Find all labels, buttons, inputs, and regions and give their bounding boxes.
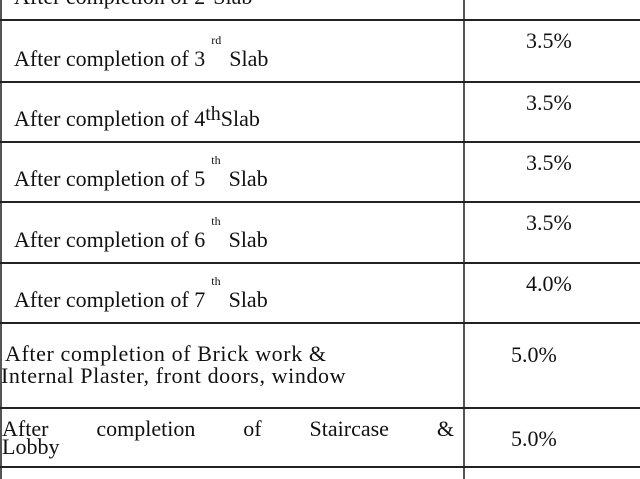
row-value: 5.0% [511, 426, 557, 451]
label-text: After completion of 5 [14, 166, 206, 191]
label-suffix: Slab [228, 166, 268, 191]
row-label: After completion of 3 rd Slab [14, 33, 269, 73]
label-superscript: th [211, 274, 221, 288]
label-superscript: th [211, 153, 221, 167]
row-line [0, 81, 640, 83]
label-text: After completion of 6 [14, 227, 206, 252]
label-text: After completion of 2 [14, 0, 205, 9]
label-text: After completion of 4 [14, 106, 206, 131]
label-suffix: Slab [213, 0, 252, 9]
label-text: After completion of 3 [14, 46, 206, 71]
label-suffix: Slab [229, 46, 269, 71]
row-line [0, 19, 640, 21]
table-border [0, 0, 2, 479]
label-line: After completion of Brick work & [5, 341, 327, 366]
label-superscript: rd [211, 33, 222, 47]
label-line: Lobby [2, 434, 60, 459]
row-line [0, 262, 640, 264]
row-value: 3.5% [526, 90, 572, 115]
row-label: After completion of 5 th Slab [14, 153, 268, 193]
label-text: After completion of 7 [14, 287, 206, 312]
row-line [0, 466, 640, 468]
row-line [0, 201, 640, 203]
row-value: 3.5% [526, 28, 572, 53]
row-line [0, 322, 640, 324]
column-divider [463, 0, 465, 479]
label-suffix: Slab [220, 106, 260, 131]
row-label: After completion of 2 Slab [14, 0, 252, 8]
row-value: 4.0% [526, 271, 572, 296]
row-label: After completion of 6 th Slab [14, 214, 268, 254]
row-label: After completion of 7 th Slab [14, 274, 268, 314]
row-value: 3.5% [526, 150, 572, 175]
label-line: Internal Plaster, front doors, window [1, 363, 347, 388]
row-value: 3.5% [526, 210, 572, 235]
label-suffix: Slab [228, 287, 268, 312]
label-superscript: th [211, 214, 221, 228]
label-superscript: th [205, 103, 221, 125]
label-line: After completion of Staircase & [2, 416, 454, 441]
label-suffix: Slab [228, 227, 268, 252]
row-label: After completion of Staircase & Lobby [2, 416, 454, 459]
row-line [0, 141, 640, 143]
row-value: 5.0% [511, 342, 557, 367]
row-label: After completion of 4thSlab [14, 103, 260, 131]
row-line [0, 407, 640, 409]
